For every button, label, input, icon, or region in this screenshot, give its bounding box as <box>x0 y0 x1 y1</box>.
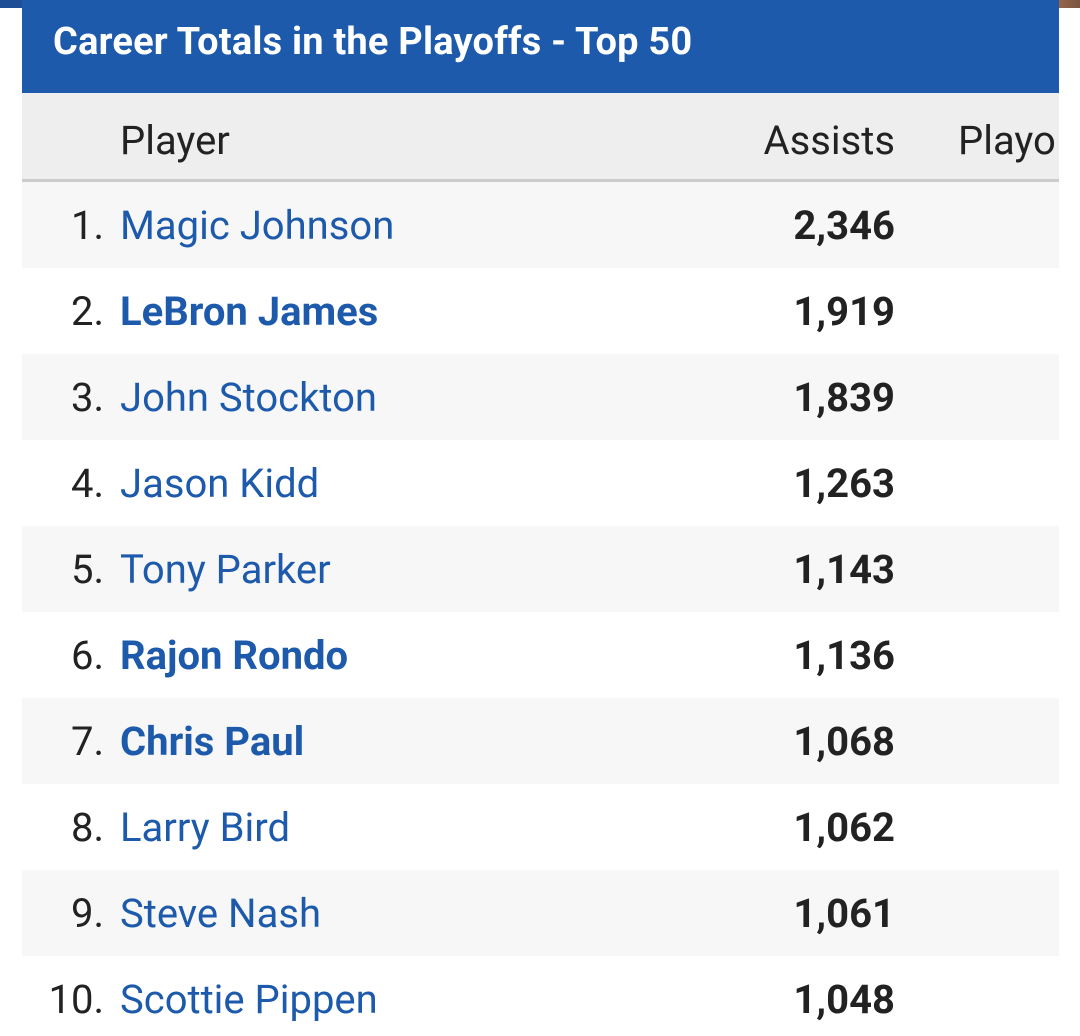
rank-number: 7. <box>70 718 104 765</box>
table-header: Player Assists Playo <box>22 93 1059 182</box>
assists-value: 1,068 <box>793 718 895 765</box>
column-header-playoffs[interactable]: Playo <box>958 117 1056 164</box>
player-link[interactable]: Jason Kidd <box>120 460 320 507</box>
player-link[interactable]: Magic Johnson <box>120 202 395 249</box>
rank-number: 5. <box>70 546 104 593</box>
player-link[interactable]: Chris Paul <box>120 718 305 765</box>
assists-value: 1,143 <box>793 546 895 593</box>
assists-value: 1,919 <box>793 288 895 335</box>
leaderboard-title: Career Totals in the Playoffs - Top 50 <box>53 20 693 64</box>
table-row: 8. Larry Bird 1,062 <box>22 784 1059 870</box>
assists-value: 1,061 <box>793 890 895 937</box>
player-link[interactable]: Rajon Rondo <box>120 632 349 679</box>
player-link[interactable]: Larry Bird <box>120 804 290 851</box>
table-row: 6. Rajon Rondo 1,136 <box>22 612 1059 698</box>
table-row: 5. Tony Parker 1,143 <box>22 526 1059 612</box>
assists-value: 1,062 <box>793 804 895 851</box>
player-link[interactable]: Tony Parker <box>120 546 331 593</box>
assists-value: 1,048 <box>793 976 895 1023</box>
rank-number: 1. <box>70 202 104 249</box>
rank-number: 10. <box>48 976 104 1023</box>
assists-value: 1,136 <box>793 632 895 679</box>
table-row: 10. Scottie Pippen 1,048 <box>22 956 1059 1036</box>
rank-number: 6. <box>70 632 104 679</box>
table-row: 1. Magic Johnson 2,346 <box>22 182 1059 268</box>
table-body: 1. Magic Johnson 2,346 2. LeBron James 1… <box>22 182 1059 1036</box>
assists-value: 2,346 <box>793 202 895 249</box>
rank-number: 9. <box>70 890 104 937</box>
rank-number: 4. <box>70 460 104 507</box>
table-row: 7. Chris Paul 1,068 <box>22 698 1059 784</box>
table-row: 4. Jason Kidd 1,263 <box>22 440 1059 526</box>
leaderboard-panel: Career Totals in the Playoffs - Top 50 P… <box>22 0 1059 1036</box>
rank-number: 8. <box>70 804 104 851</box>
column-header-player[interactable]: Player <box>120 117 230 164</box>
rank-number: 2. <box>70 288 104 335</box>
player-link[interactable]: Steve Nash <box>120 890 322 937</box>
player-link[interactable]: Scottie Pippen <box>120 976 378 1023</box>
assists-value: 1,839 <box>793 374 895 421</box>
player-link[interactable]: LeBron James <box>120 288 379 335</box>
assists-value: 1,263 <box>793 460 895 507</box>
rank-number: 3. <box>70 374 104 421</box>
table-row: 3. John Stockton 1,839 <box>22 354 1059 440</box>
title-bar: Career Totals in the Playoffs - Top 50 <box>22 0 1059 93</box>
table-row: 9. Steve Nash 1,061 <box>22 870 1059 956</box>
player-link[interactable]: John Stockton <box>120 374 377 421</box>
column-header-assists[interactable]: Assists <box>763 117 895 164</box>
table-row: 2. LeBron James 1,919 <box>22 268 1059 354</box>
